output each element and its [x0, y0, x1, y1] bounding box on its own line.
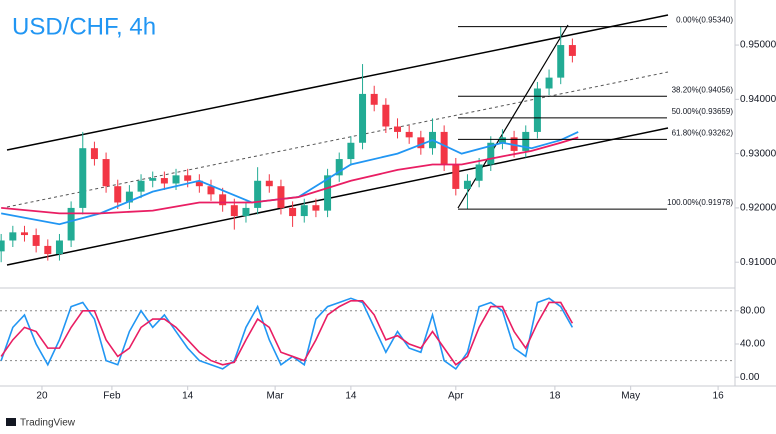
candle-body [405, 131, 413, 138]
candle-body [9, 232, 17, 241]
x-tick-label: Mar [266, 391, 284, 402]
candle-body [498, 137, 506, 143]
x-tick-label: 18 [549, 391, 561, 402]
x-tick-label: 16 [713, 391, 725, 402]
candle-body [300, 205, 308, 217]
candle-body [114, 186, 122, 203]
x-tick-label: May [621, 391, 640, 402]
x-tick-label: Apr [448, 391, 464, 402]
candle-body [90, 148, 98, 160]
y-tick-label: 0.93000 [740, 148, 776, 159]
candle-body [545, 77, 553, 89]
x-tick-label: 20 [36, 391, 48, 402]
candle-body [102, 159, 110, 187]
fib-label: 38.20%(0.94056) [672, 85, 734, 94]
candle-body [324, 175, 332, 211]
candle-body [522, 131, 530, 151]
candle-body [277, 186, 285, 208]
candle-body [533, 88, 541, 132]
y-tick-label: 80.00 [740, 305, 765, 316]
candle-body [254, 180, 262, 208]
candle-body [370, 93, 378, 105]
y-tick-label: 0.94000 [740, 94, 776, 105]
watermark: TradingView [20, 418, 76, 429]
candle-body [160, 178, 168, 184]
candle-body [44, 245, 52, 255]
moving-average [1, 136, 579, 215]
candle-body [359, 93, 367, 143]
candle-body [242, 207, 250, 217]
chart-title: USD/CHF, 4h [12, 13, 156, 40]
candle-body [79, 148, 87, 208]
x-tick-label: 14 [345, 391, 357, 402]
candle-body [289, 207, 297, 217]
candle-body [32, 235, 40, 246]
fib-label: 50.00%(0.93659) [672, 107, 734, 116]
candle-body [440, 131, 448, 165]
fib-label: 61.80%(0.93262) [672, 129, 734, 138]
fib-label: 100.00%(0.91978) [667, 198, 733, 207]
fib-label: 0.00%(0.95340) [676, 16, 733, 25]
candle-body [487, 142, 495, 165]
candle-body [149, 178, 157, 181]
candle-body [312, 205, 320, 211]
candle-body [67, 207, 75, 241]
channel-lower [6, 127, 669, 266]
channel-mid [6, 71, 669, 208]
candle-body [207, 186, 215, 195]
candle-body [184, 175, 192, 181]
candle-body [335, 159, 343, 176]
x-tick-label: 14 [182, 391, 194, 402]
candle-body [125, 191, 133, 203]
oscillator-line [0, 297, 574, 371]
candle-body [394, 126, 402, 132]
candle-body [568, 45, 576, 56]
y-tick-label: 40.00 [740, 339, 765, 350]
moving-average [1, 131, 579, 226]
y-tick-label: 0.92000 [740, 203, 776, 214]
y-tick-label: 0.91000 [740, 257, 776, 268]
candle-body [382, 104, 390, 127]
oscillator-line [0, 299, 574, 366]
candle-body [557, 45, 565, 78]
channel-upper [6, 14, 669, 151]
candle-body [0, 240, 5, 252]
logo-icon [6, 418, 16, 426]
candle-body [475, 164, 483, 181]
candle-body [463, 180, 471, 189]
y-tick-label: 0.95000 [740, 40, 776, 51]
candle-body [347, 142, 355, 160]
candle-body [265, 180, 273, 187]
candle-body [452, 164, 460, 189]
x-tick-label: Feb [103, 391, 121, 402]
candle-body [55, 240, 63, 255]
candle-body [219, 194, 227, 206]
candle-body [417, 137, 425, 149]
candle-body [20, 232, 28, 236]
candle-body [195, 180, 203, 187]
candle-body [172, 175, 180, 184]
candle-body [137, 180, 145, 192]
candle-body [230, 205, 238, 217]
y-tick-label: 0.00 [740, 372, 760, 383]
